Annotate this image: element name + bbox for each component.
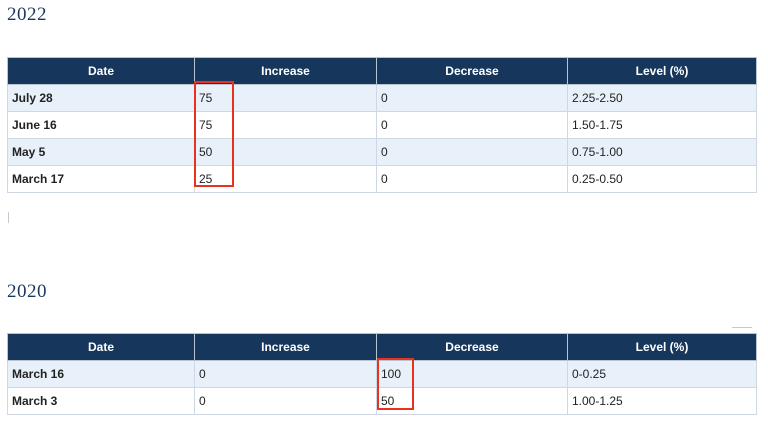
increase-cell: 75 (194, 84, 377, 112)
increase-cell: 50 (194, 138, 377, 166)
date-cell: May 5 (7, 138, 195, 166)
decrease-cell: 50 (376, 387, 568, 415)
date-cell: March 17 (7, 165, 195, 193)
rate-table-2022: Date Increase Decrease Level (%) July 28… (7, 57, 757, 193)
divider-mark (8, 212, 9, 223)
decrease-cell: 100 (376, 360, 568, 388)
increase-cell: 25 (194, 165, 377, 193)
decrease-cell: 0 (376, 111, 568, 139)
table-row: June 16 75 0 1.50-1.75 (7, 111, 757, 139)
column-header-date: Date (7, 57, 195, 85)
table-row: March 16 0 100 0-0.25 (7, 360, 757, 388)
divider-mark (732, 327, 752, 328)
table-row: May 5 50 0 0.75-1.00 (7, 138, 757, 166)
column-header-decrease: Decrease (376, 333, 568, 361)
column-header-increase: Increase (194, 333, 377, 361)
table-header-row: Date Increase Decrease Level (%) (7, 57, 757, 85)
column-header-date: Date (7, 333, 195, 361)
column-header-increase: Increase (194, 57, 377, 85)
table-row: March 3 0 50 1.00-1.25 (7, 387, 757, 415)
level-cell: 1.00-1.25 (567, 387, 757, 415)
table-row: March 17 25 0 0.25-0.50 (7, 165, 757, 193)
decrease-cell: 0 (376, 165, 568, 193)
decrease-cell: 0 (376, 84, 568, 112)
level-cell: 0.25-0.50 (567, 165, 757, 193)
date-cell: June 16 (7, 111, 195, 139)
table-header-row: Date Increase Decrease Level (%) (7, 333, 757, 361)
rate-table-2020: Date Increase Decrease Level (%) March 1… (7, 333, 757, 415)
column-header-level: Level (%) (567, 57, 757, 85)
increase-cell: 0 (194, 360, 377, 388)
year-heading-2022: 2022 (7, 4, 47, 25)
column-header-decrease: Decrease (376, 57, 568, 85)
level-cell: 1.50-1.75 (567, 111, 757, 139)
level-cell: 0.75-1.00 (567, 138, 757, 166)
date-cell: March 16 (7, 360, 195, 388)
date-cell: March 3 (7, 387, 195, 415)
table-row: July 28 75 0 2.25-2.50 (7, 84, 757, 112)
decrease-cell: 0 (376, 138, 568, 166)
level-cell: 0-0.25 (567, 360, 757, 388)
year-heading-2020: 2020 (7, 281, 47, 302)
increase-cell: 75 (194, 111, 377, 139)
increase-cell: 0 (194, 387, 377, 415)
level-cell: 2.25-2.50 (567, 84, 757, 112)
column-header-level: Level (%) (567, 333, 757, 361)
date-cell: July 28 (7, 84, 195, 112)
